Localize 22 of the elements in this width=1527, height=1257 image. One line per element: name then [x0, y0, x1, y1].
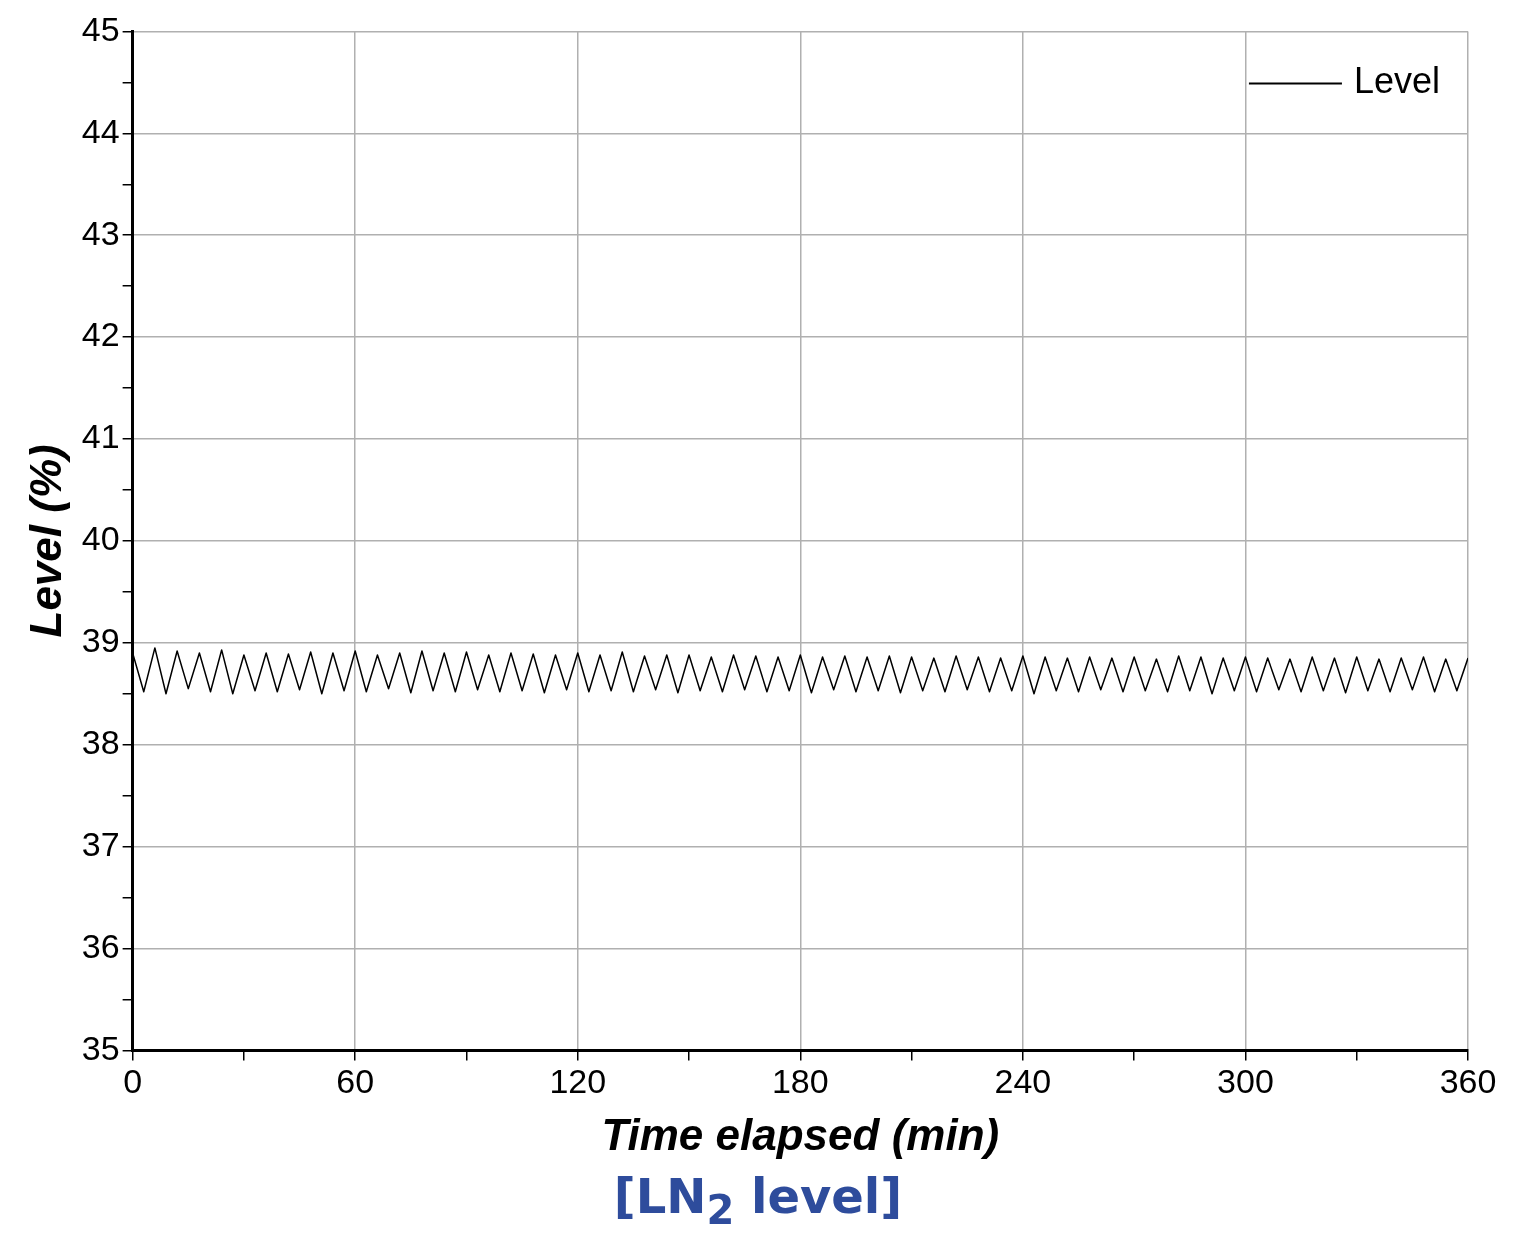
x-tick-label: 60: [336, 1062, 375, 1101]
y-tick-label: 37: [81, 824, 120, 863]
y-axis-title: Level (%): [20, 444, 70, 638]
x-axis-title: Time elapsed (min): [601, 1109, 1000, 1159]
y-tick-label: 36: [81, 926, 120, 965]
y-tick-label: 45: [81, 9, 120, 48]
x-tick-label: 120: [549, 1062, 607, 1101]
y-tick-label: 38: [81, 723, 120, 762]
y-tick-label: 43: [81, 213, 120, 252]
x-tick-label: 0: [123, 1062, 143, 1101]
x-tick-label: 360: [1439, 1062, 1497, 1101]
y-tick-label: 40: [81, 519, 120, 558]
text: [LN$_{2}$ level]: [612, 1168, 904, 1233]
x-tick-label: 180: [771, 1062, 829, 1101]
x-tick-label: 300: [1217, 1062, 1274, 1101]
y-tick-label: 39: [81, 621, 120, 660]
y-tick-label: 44: [81, 111, 120, 150]
y-tick-label: 41: [81, 417, 120, 456]
y-tick-label: 35: [81, 1028, 120, 1067]
legend-label: Level: [1353, 60, 1440, 102]
x-tick-label: 240: [994, 1062, 1052, 1101]
y-tick-label: 42: [81, 315, 120, 354]
